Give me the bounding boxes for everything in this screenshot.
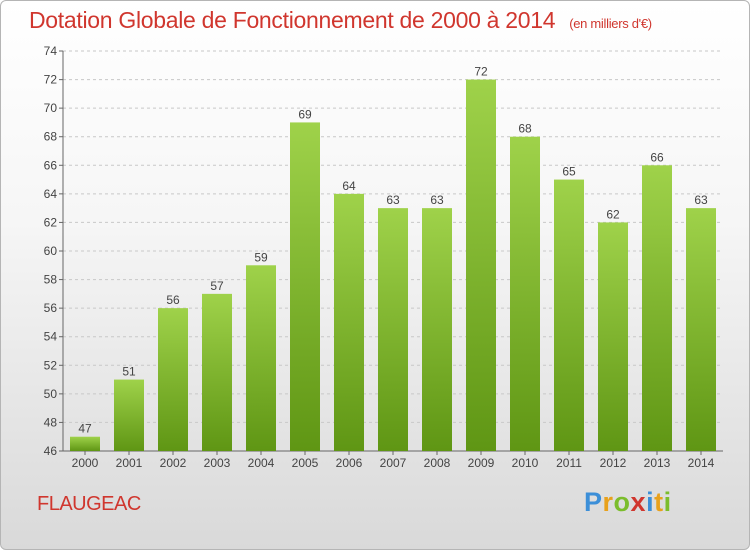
proxiti-logo[interactable]: Proxiti — [584, 487, 672, 518]
bar — [422, 208, 452, 451]
logo-letter: x — [630, 487, 647, 517]
x-tick-label: 2012 — [600, 456, 627, 470]
bars — [70, 79, 716, 452]
bar — [158, 308, 188, 451]
logo-letter: t — [654, 487, 664, 517]
y-tick-label: 52 — [44, 358, 58, 372]
data-label: 65 — [562, 165, 576, 179]
data-label: 57 — [210, 279, 224, 293]
bar — [334, 193, 364, 451]
y-tick-label: 50 — [44, 387, 58, 401]
y-tick-label: 68 — [44, 130, 58, 144]
commune-name: FLAUGEAC — [37, 493, 141, 515]
y-tick-label: 64 — [44, 187, 58, 201]
data-labels: 47 51 56 57 59 69 64 63 63 72 68 65 62 66 63 — [78, 65, 708, 436]
logo-letter: P — [584, 487, 603, 517]
chart-title: Dotation Globale de Fonctionnement de 20… — [29, 7, 652, 34]
x-tick-label: 2002 — [160, 456, 187, 470]
bar — [378, 208, 408, 451]
logo-letter: i — [646, 487, 655, 517]
data-label: 59 — [254, 250, 268, 264]
logo-letter: r — [602, 487, 614, 517]
bar — [554, 179, 584, 452]
x-tick-label: 2008 — [424, 456, 451, 470]
x-tick-label: 2003 — [204, 456, 231, 470]
data-label: 64 — [342, 179, 356, 193]
x-tick-label: 2001 — [116, 456, 143, 470]
y-tick-label: 48 — [44, 415, 58, 429]
data-label: 47 — [78, 422, 92, 436]
y-tick-label: 54 — [44, 330, 58, 344]
bar — [202, 293, 232, 451]
chart-unit: (en milliers d'€) — [569, 16, 652, 31]
x-tick-label: 2009 — [468, 456, 495, 470]
data-label: 68 — [518, 122, 532, 136]
y-tick-label: 66 — [44, 158, 58, 172]
y-tick-label: 56 — [44, 301, 58, 315]
bar — [246, 265, 276, 451]
bar — [290, 122, 320, 451]
y-tick-label: 72 — [44, 73, 58, 87]
x-tick-label: 2004 — [248, 456, 275, 470]
bar — [114, 379, 144, 451]
y-tick-label: 60 — [44, 244, 58, 258]
y-tick-label: 62 — [44, 215, 58, 229]
chart-title-text: Dotation Globale de Fonctionnement de 20… — [29, 7, 556, 33]
x-tick-label: 2013 — [644, 456, 671, 470]
data-label: 51 — [122, 365, 136, 379]
data-label: 72 — [474, 65, 488, 79]
logo-letter: i — [663, 487, 672, 517]
x-tick-label: 2014 — [688, 456, 715, 470]
x-tick-label: 2006 — [336, 456, 363, 470]
data-label: 69 — [298, 107, 312, 121]
x-tick-label: 2000 — [72, 456, 99, 470]
data-label: 63 — [430, 193, 444, 207]
data-label: 62 — [606, 207, 620, 221]
y-tick-label: 58 — [44, 273, 58, 287]
data-label: 63 — [386, 193, 400, 207]
x-tick-label: 2005 — [292, 456, 319, 470]
data-label: 63 — [694, 193, 708, 207]
bar — [686, 208, 716, 451]
x-tick-label: 2011 — [556, 456, 582, 470]
y-tick-label: 70 — [44, 101, 58, 115]
bar — [466, 79, 496, 452]
y-tick-label: 46 — [44, 444, 58, 458]
x-tick-label: 2010 — [512, 456, 539, 470]
bar — [598, 222, 628, 451]
x-tick-label: 2007 — [380, 456, 407, 470]
bar — [642, 165, 672, 452]
logo-letter: o — [613, 487, 631, 517]
bar — [510, 136, 540, 451]
data-label: 56 — [166, 293, 180, 307]
data-label: 66 — [650, 150, 664, 164]
bar — [70, 436, 100, 451]
y-tick-label: 74 — [44, 44, 58, 58]
